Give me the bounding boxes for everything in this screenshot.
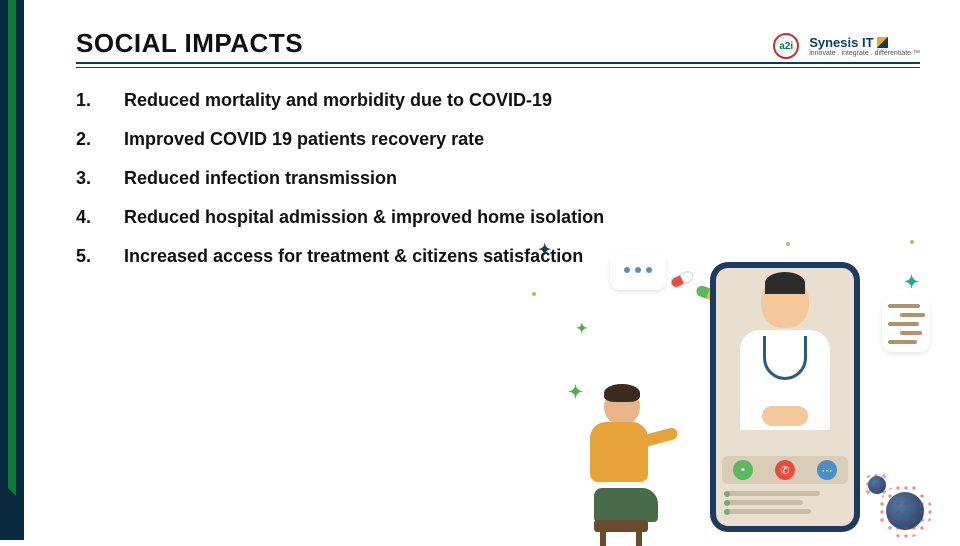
stethoscope-icon: [763, 336, 807, 380]
chat-icon: ⋯: [817, 460, 837, 480]
patient-figure: [560, 382, 680, 532]
synesis-logo: Synesis IT innovate . integrate . differ…: [809, 35, 920, 57]
logo-group: a2i Synesis IT innovate . integrate . di…: [773, 33, 920, 59]
phone-screen: ▪ ✆ ⋯: [716, 268, 854, 526]
plus-icon: ✦: [538, 240, 551, 260]
phone-frame: ▪ ✆ ⋯: [710, 262, 860, 532]
synesis-logo-tagline: innovate . integrate . differentiate ™: [809, 50, 920, 57]
list-text: Reduced hospital admission & improved ho…: [124, 207, 604, 228]
a2i-logo: a2i: [773, 33, 799, 59]
chat-bubble-lines: [882, 296, 930, 352]
list-text: Reduced mortality and morbidity due to C…: [124, 90, 552, 111]
list-number: 5.: [76, 246, 96, 267]
stool: [594, 520, 648, 532]
title-underline: [76, 62, 920, 64]
video-on-icon: ▪: [733, 460, 753, 480]
synesis-logo-icon: [877, 37, 888, 48]
dot-icon: [786, 242, 790, 246]
list-text: Improved COVID 19 patients recovery rate: [124, 129, 484, 150]
doctor-body: [740, 330, 830, 430]
list-item: 2. Improved COVID 19 patients recovery ra…: [76, 129, 920, 150]
end-call-icon: ✆: [775, 460, 795, 480]
virus-icon: [886, 492, 924, 530]
list-number: 3.: [76, 168, 96, 189]
video-call-bar: ▪ ✆ ⋯: [722, 456, 848, 484]
slide-border-left: [0, 0, 24, 540]
dot-icon: [532, 292, 536, 296]
list-item: 1. Reduced mortality and morbidity due to…: [76, 90, 920, 111]
list-text: Reduced infection transmission: [124, 168, 397, 189]
doctor-head: [761, 276, 809, 328]
patient-body: [590, 422, 648, 482]
dot-icon: [910, 240, 914, 244]
pill-icon: [669, 269, 695, 289]
list-item: 3. Reduced infection transmission: [76, 168, 920, 189]
a2i-logo-mark: a2i: [773, 33, 799, 59]
telemedicine-illustration: ✦ ✦ ✦ ✦ ✦ ▪ ✆ ⋯: [490, 232, 930, 532]
plus-icon: ✦: [576, 320, 588, 337]
page-title: SOCIAL IMPACTS: [76, 28, 303, 59]
list-item: 4. Reduced hospital admission & improved …: [76, 207, 920, 228]
chat-preview: [726, 491, 844, 518]
doctor-figure: [730, 276, 840, 436]
patient-head: [604, 388, 640, 426]
plus-icon: ✦: [904, 272, 919, 293]
slide-header: SOCIAL IMPACTS a2i Synesis IT innovate .…: [76, 28, 920, 59]
list-number: 2.: [76, 129, 96, 150]
list-number: 4.: [76, 207, 96, 228]
list-number: 1.: [76, 90, 96, 111]
virus-icon: [868, 476, 886, 494]
chat-bubble-typing: [610, 250, 666, 290]
synesis-logo-name: Synesis IT: [809, 35, 887, 50]
patient-legs: [594, 488, 658, 522]
